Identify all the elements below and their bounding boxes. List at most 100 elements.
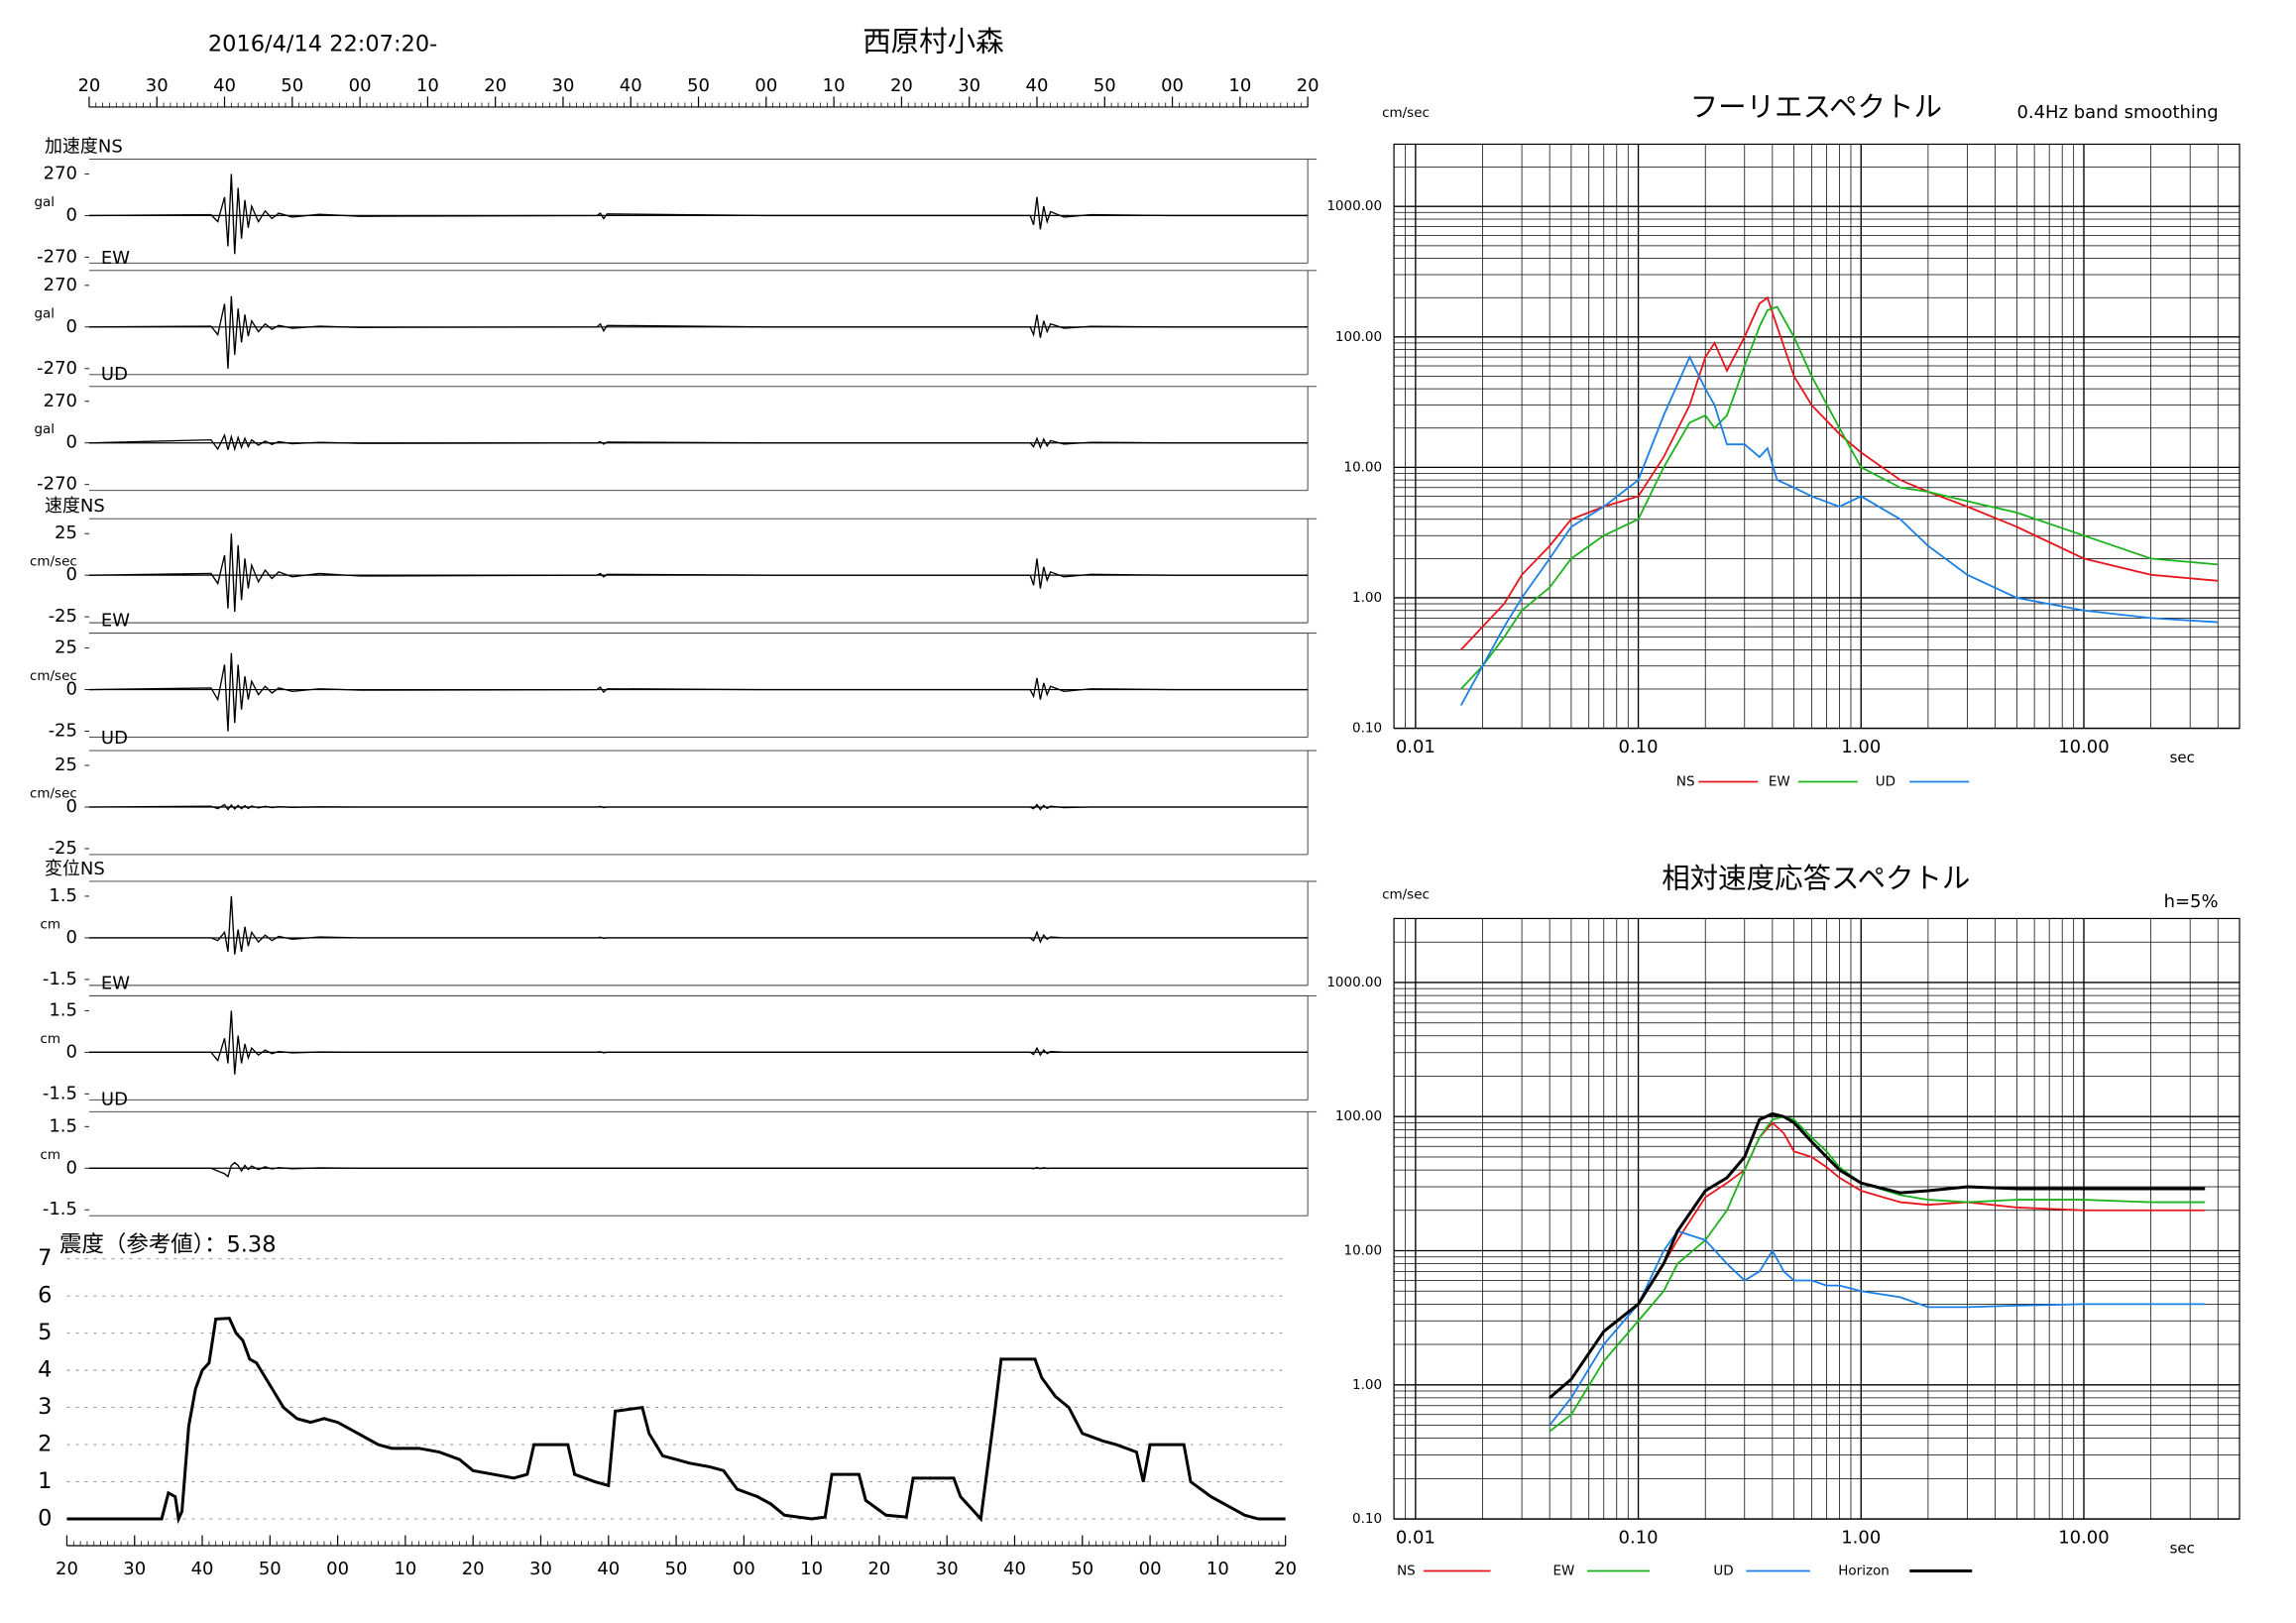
waveform-trace (88, 533, 1309, 613)
x-tick-label: 00 (733, 1559, 755, 1579)
x-tick-label: 0.01 (1396, 1528, 1435, 1549)
x-tick-label: 50 (1093, 75, 1116, 96)
y-tick-label: 0.10 (1352, 1511, 1382, 1527)
panel-label: EW (101, 611, 130, 632)
legend-label: NS (1397, 1564, 1416, 1579)
x-tick-label: 00 (754, 75, 777, 96)
y-tick-label: 0 (66, 204, 77, 225)
y-tick-label: 5 (38, 1320, 52, 1345)
y-tick-label: 25 (55, 522, 77, 543)
waveform-trace (88, 895, 1309, 955)
y-tick-label: 1000.00 (1326, 198, 1382, 214)
y-tick-label: 270 (44, 163, 77, 183)
y-tick-label: -1.5 (43, 969, 77, 989)
y-tick-label: 4 (38, 1357, 52, 1383)
y-tick-label: 0 (66, 796, 77, 817)
x-tick-label: 30 (123, 1559, 146, 1579)
waveform-trace (88, 295, 1309, 369)
y-tick-label: 1.5 (49, 999, 77, 1020)
x-tick-label: 40 (213, 75, 236, 96)
legend-label: Horizon (1838, 1564, 1890, 1579)
y-tick-label: -25 (49, 838, 77, 859)
x-tick-label: 10 (800, 1559, 823, 1579)
waveform-trace (88, 1161, 1309, 1178)
intensity-line (66, 1317, 1286, 1525)
x-tick-label: 20 (890, 75, 913, 96)
x-tick-label: 40 (1026, 75, 1049, 96)
y-tick-label: 0 (66, 432, 77, 453)
x-tick-label: 40 (191, 1559, 214, 1579)
fourier-y-unit: cm/sec (1382, 105, 1430, 121)
x-tick-label: 10 (1228, 75, 1251, 96)
y-tick-label: 1.5 (49, 885, 77, 906)
y-tick-label: 25 (55, 638, 77, 658)
x-tick-label: 20 (56, 1559, 78, 1579)
spectrum-line (1460, 305, 2219, 690)
x-tick-label: 10.00 (2058, 737, 2109, 757)
x-tick-label: 20 (1274, 1559, 1297, 1579)
x-tick-label: 10 (394, 1559, 416, 1579)
x-tick-label: 0.10 (1619, 737, 1659, 757)
panel-label: UD (101, 364, 128, 385)
y-tick-label: 0 (66, 1157, 77, 1178)
x-tick-label: 00 (1139, 1559, 1162, 1579)
y-tick-label: 6 (38, 1283, 52, 1309)
response-annotation: h=5% (2164, 891, 2219, 912)
y-tick-label: -25 (49, 721, 77, 742)
y-tick-label: 0 (66, 679, 77, 700)
panel-unit: cm (40, 1031, 60, 1047)
fourier-title: フーリエスペクトル (1690, 90, 1942, 123)
x-tick-label: 50 (665, 1559, 688, 1579)
response-title: 相対速度応答スペクトル (1662, 862, 1970, 894)
plot-frame (1393, 917, 2240, 1520)
waveform-trace (88, 652, 1309, 732)
x-tick-label: 40 (1003, 1559, 1026, 1579)
y-tick-label: 7 (38, 1245, 52, 1271)
panel-unit: cm (40, 916, 60, 932)
panel-unit: cm/sec (30, 554, 77, 570)
y-tick-label: 10.00 (1343, 1243, 1382, 1259)
x-tick-label: 20 (78, 75, 101, 96)
x-tick-label: 50 (281, 75, 303, 96)
y-tick-label: 0.10 (1352, 721, 1382, 737)
y-tick-label: 1.00 (1352, 1377, 1382, 1393)
response-x-unit: sec (2170, 1540, 2195, 1558)
y-tick-label: -270 (37, 474, 77, 495)
panel-unit: cm/sec (30, 668, 77, 684)
station-title: 西原村小森 (862, 26, 1003, 58)
panel-label: 速度NS (45, 496, 105, 517)
panel-label: UD (101, 1089, 128, 1109)
y-tick-label: 0 (66, 316, 77, 337)
x-tick-label: 30 (958, 75, 980, 96)
y-tick-label: 1.00 (1352, 590, 1382, 606)
panel-label: EW (101, 248, 130, 269)
x-tick-label: 00 (1161, 75, 1184, 96)
x-tick-label: 20 (1297, 75, 1320, 96)
x-tick-label: 20 (462, 1559, 485, 1579)
y-tick-label: 3 (38, 1394, 52, 1420)
x-tick-label: 1.00 (1841, 737, 1881, 757)
x-tick-label: 50 (259, 1559, 282, 1579)
waveform-trace (88, 432, 1309, 452)
y-tick-label: 25 (55, 754, 77, 775)
y-tick-label: 10.00 (1343, 459, 1382, 475)
y-tick-label: 100.00 (1335, 329, 1382, 345)
spectrum-line (1549, 1229, 2206, 1427)
y-tick-label: 0 (66, 564, 77, 585)
y-tick-label: 0 (38, 1506, 52, 1532)
spectrum-line (1549, 1111, 2206, 1400)
panel-label: UD (101, 728, 128, 749)
response-y-unit: cm/sec (1382, 886, 1430, 902)
waveform-trace (88, 803, 1309, 811)
y-tick-label: 0 (66, 1041, 77, 1062)
legend-label: NS (1676, 774, 1695, 790)
y-tick-label: 270 (44, 391, 77, 411)
y-tick-label: -270 (37, 246, 77, 267)
intensity-title: 震度（参考値）：5.38 (59, 1232, 277, 1258)
y-tick-label: 270 (44, 275, 77, 295)
y-tick-label: 1 (38, 1468, 52, 1494)
x-tick-label: 30 (936, 1559, 959, 1579)
x-tick-label: 30 (146, 75, 169, 96)
spectrum-line (1459, 355, 2219, 706)
